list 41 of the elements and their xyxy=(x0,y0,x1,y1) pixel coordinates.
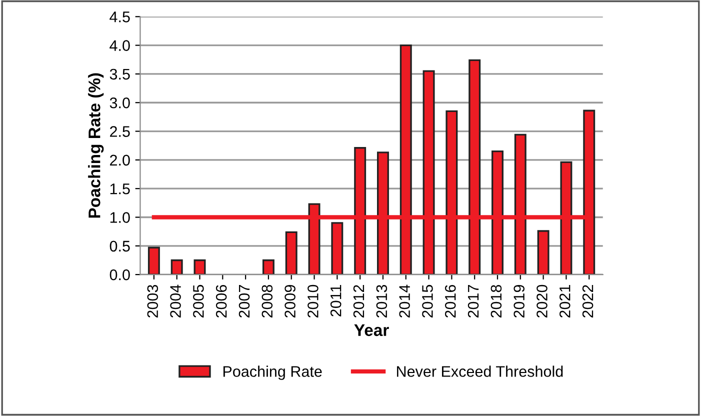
y-tick-label: 0.0 xyxy=(110,269,130,280)
x-tick-label: 2018 xyxy=(490,284,502,318)
x-tick-label: 2006 xyxy=(216,284,227,318)
x-tick-label: 2022 xyxy=(582,285,594,318)
x-tick-label: 2004 xyxy=(170,284,181,318)
bar xyxy=(285,231,298,275)
x-tick-label: 2003 xyxy=(147,284,158,318)
x-tick-label: 2012 xyxy=(353,285,364,318)
bar xyxy=(537,230,550,275)
legend-label: Never Exceed Threshold xyxy=(397,366,563,377)
y-tick-label: 0.5 xyxy=(110,240,130,252)
bar xyxy=(148,246,160,275)
y-tick-label: 2.0 xyxy=(110,154,130,166)
x-tick-label: 2010 xyxy=(308,284,318,318)
bar xyxy=(262,259,274,275)
x-tick-label: 2020 xyxy=(536,284,548,318)
x-tick-label: 2016 xyxy=(444,284,456,318)
bar xyxy=(170,259,183,275)
x-tick-label: 2005 xyxy=(193,284,204,318)
x-axis-title: Year xyxy=(354,324,389,336)
x-tick-label: 2013 xyxy=(376,284,388,318)
y-tick-label: 3.0 xyxy=(110,97,130,108)
x-tick-label: 2019 xyxy=(514,285,525,318)
x-tick-label: 2008 xyxy=(262,284,273,318)
y-tick-label: 4.0 xyxy=(110,40,130,51)
x-tick-label: 2021 xyxy=(559,285,570,318)
x-tick-label: 2009 xyxy=(284,285,296,318)
x-tick-label: 2007 xyxy=(238,285,250,318)
bar xyxy=(331,222,344,275)
y-tick-label: 1.0 xyxy=(110,212,130,223)
y-tick-label: 4.5 xyxy=(110,12,130,22)
legend-label: Poaching Rate xyxy=(223,366,322,380)
x-tick-label: 2015 xyxy=(422,284,433,318)
y-axis-title: Poaching Rate (%) xyxy=(88,73,104,218)
y-tick-label: 2.5 xyxy=(110,126,130,137)
x-tick-label: 2011 xyxy=(330,285,342,316)
y-tick-label: 3.5 xyxy=(110,68,130,80)
x-tick-label: 2017 xyxy=(468,285,479,318)
y-tick-label: 1.5 xyxy=(110,184,130,194)
bar xyxy=(194,259,206,275)
x-tick-label: 2014 xyxy=(399,284,410,318)
